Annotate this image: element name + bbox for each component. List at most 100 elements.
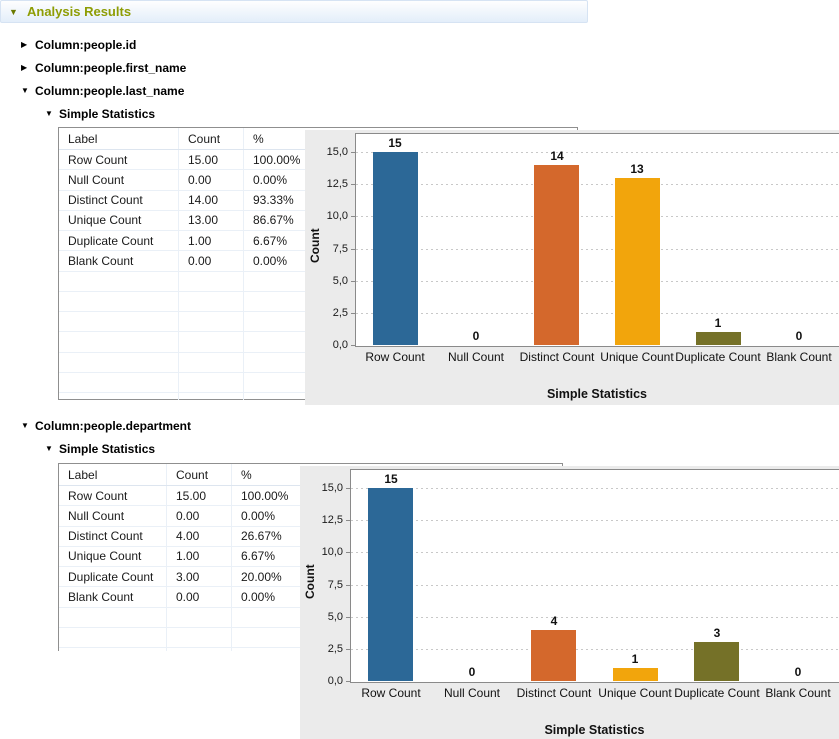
y-tick-label: 12,5 <box>326 178 348 190</box>
column-header[interactable]: Label <box>68 467 98 482</box>
table-row[interactable]: Row Count 15.00 100.00% <box>59 150 306 171</box>
table-cell <box>178 372 243 392</box>
analysis-results-header[interactable]: ▼ Analysis Results <box>0 0 588 23</box>
gridline <box>351 520 839 521</box>
y-tick-label: 15,0 <box>321 482 343 494</box>
chevron-down-icon[interactable]: ▼ <box>21 86 29 95</box>
y-axis-title: Count <box>308 228 322 263</box>
chevron-down-icon[interactable]: ▼ <box>45 444 53 453</box>
x-tick-label: Duplicate Count <box>675 350 761 364</box>
bar-value-label: 13 <box>630 162 644 176</box>
section-collapse-icon[interactable]: ▼ <box>9 6 18 17</box>
table-cell: 1.00 <box>166 546 231 566</box>
section-title: Analysis Results <box>27 4 132 19</box>
gridline <box>351 585 839 586</box>
table-cell: Duplicate Count <box>68 233 154 248</box>
table-cell: 15.00 <box>178 150 243 170</box>
tree-item-column-people-first-name[interactable]: ▶ Column:people.first_name <box>21 60 186 75</box>
bar-value-label: 0 <box>468 665 476 679</box>
y-tick-label: 10,0 <box>321 546 343 558</box>
table-cell: 0.00 <box>166 587 231 607</box>
chevron-down-icon[interactable]: ▼ <box>21 421 29 430</box>
table-cell: 20.00% <box>231 567 301 587</box>
bar-value-label: 14 <box>550 149 564 163</box>
table-row[interactable]: Null Count 0.00 0.00% <box>59 170 306 191</box>
table-row[interactable]: Duplicate Count 3.00 20.00% <box>59 567 301 588</box>
table-cell: Distinct Count <box>68 193 143 208</box>
table-row[interactable]: Distinct Count 4.00 26.67% <box>59 526 301 547</box>
table-cell: 1.00 <box>178 231 243 251</box>
table-row[interactable]: Null Count 0.00 0.00% <box>59 506 301 527</box>
tree-item-column-people-last-name[interactable]: ▼ Column:people.last_name <box>21 83 184 98</box>
table-empty-row <box>59 312 306 333</box>
bar <box>534 165 579 345</box>
bar-value-label: 4 <box>550 614 558 628</box>
column-header[interactable]: Count <box>178 128 243 149</box>
table-cell: 13.00 <box>178 210 243 230</box>
table-cell: Row Count <box>68 488 128 503</box>
tree-item-column-people-id[interactable]: ▶ Column:people.id <box>21 37 136 52</box>
table-cell: 14.00 <box>178 190 243 210</box>
x-axis-title: Simple Statistics <box>546 387 648 401</box>
y-tick-label: 10,0 <box>326 210 348 222</box>
table-cell <box>243 332 306 352</box>
tree-item-label: Column:people.id <box>35 37 137 52</box>
column-header[interactable]: Count <box>166 464 231 485</box>
table-row[interactable]: Distinct Count 14.00 93.33% <box>59 190 306 211</box>
tree-item-simple-statistics-2[interactable]: ▼ Simple Statistics <box>45 441 155 456</box>
table-cell <box>178 271 243 291</box>
table-row[interactable]: Row Count 15.00 100.00% <box>59 486 301 507</box>
chevron-down-icon[interactable]: ▼ <box>45 109 53 118</box>
plot-area <box>350 469 839 683</box>
y-tick-mark <box>351 249 355 250</box>
tree-item-simple-statistics-1[interactable]: ▼ Simple Statistics <box>45 106 155 121</box>
table-empty-row <box>59 332 306 353</box>
table-cell <box>178 312 243 332</box>
bar <box>694 642 739 681</box>
table-cell: 6.67% <box>243 231 306 251</box>
table-row[interactable]: Unique Count 13.00 86.67% <box>59 210 306 231</box>
table-cell: Duplicate Count <box>68 569 154 584</box>
column-header[interactable]: Label <box>68 131 98 146</box>
gridline <box>351 552 839 553</box>
y-tick-mark <box>351 216 355 217</box>
table-row[interactable]: Blank Count 0.00 0.00% <box>59 587 301 608</box>
table-header-row: Label Count% <box>59 464 301 486</box>
column-header[interactable]: % <box>231 464 301 485</box>
table-row[interactable]: Duplicate Count 1.00 6.67% <box>59 231 306 252</box>
table-row[interactable]: Unique Count 1.00 6.67% <box>59 546 301 567</box>
bar <box>615 178 660 345</box>
simple-stats-chart-department: 0,0 2,5 5,0 7,5 10,0 12,5 15,0 Count 15 Row Count… <box>300 466 839 739</box>
table-cell <box>166 627 231 647</box>
table-cell <box>231 648 301 651</box>
table-cell: 26.67% <box>231 526 301 546</box>
gridline <box>356 152 839 153</box>
y-tick-mark <box>351 313 355 314</box>
bar <box>531 630 576 681</box>
column-header[interactable]: % <box>243 128 306 149</box>
bar <box>696 332 741 345</box>
table-cell: Blank Count <box>68 253 134 268</box>
y-tick-label: 5,0 <box>327 611 343 623</box>
table-header-row: Label Count% <box>59 128 306 150</box>
x-tick-label: Null Count <box>443 686 501 700</box>
table-cell: 0.00% <box>231 506 301 526</box>
table-cell: 0.00% <box>231 587 301 607</box>
table-row[interactable]: Blank Count 0.00 0.00% <box>59 251 306 272</box>
table-cell: Blank Count <box>68 589 134 604</box>
y-tick-mark <box>351 281 355 282</box>
tree-item-column-people-department[interactable]: ▼ Column:people.department <box>21 418 191 433</box>
table-cell <box>231 607 301 627</box>
x-tick-label: Blank Count <box>765 686 831 700</box>
table-cell <box>243 372 306 392</box>
tree-item-label: Column:people.department <box>35 418 192 433</box>
table-cell <box>166 648 231 651</box>
bar-value-label: 15 <box>388 136 402 150</box>
table-cell: 100.00% <box>243 150 306 170</box>
chevron-right-icon[interactable]: ▶ <box>21 63 28 72</box>
chevron-right-icon[interactable]: ▶ <box>21 40 28 49</box>
table-cell: 0.00 <box>166 506 231 526</box>
table-cell: 93.33% <box>243 190 306 210</box>
tree-item-label: Simple Statistics <box>59 106 156 121</box>
table-cell: 15.00 <box>166 486 231 506</box>
